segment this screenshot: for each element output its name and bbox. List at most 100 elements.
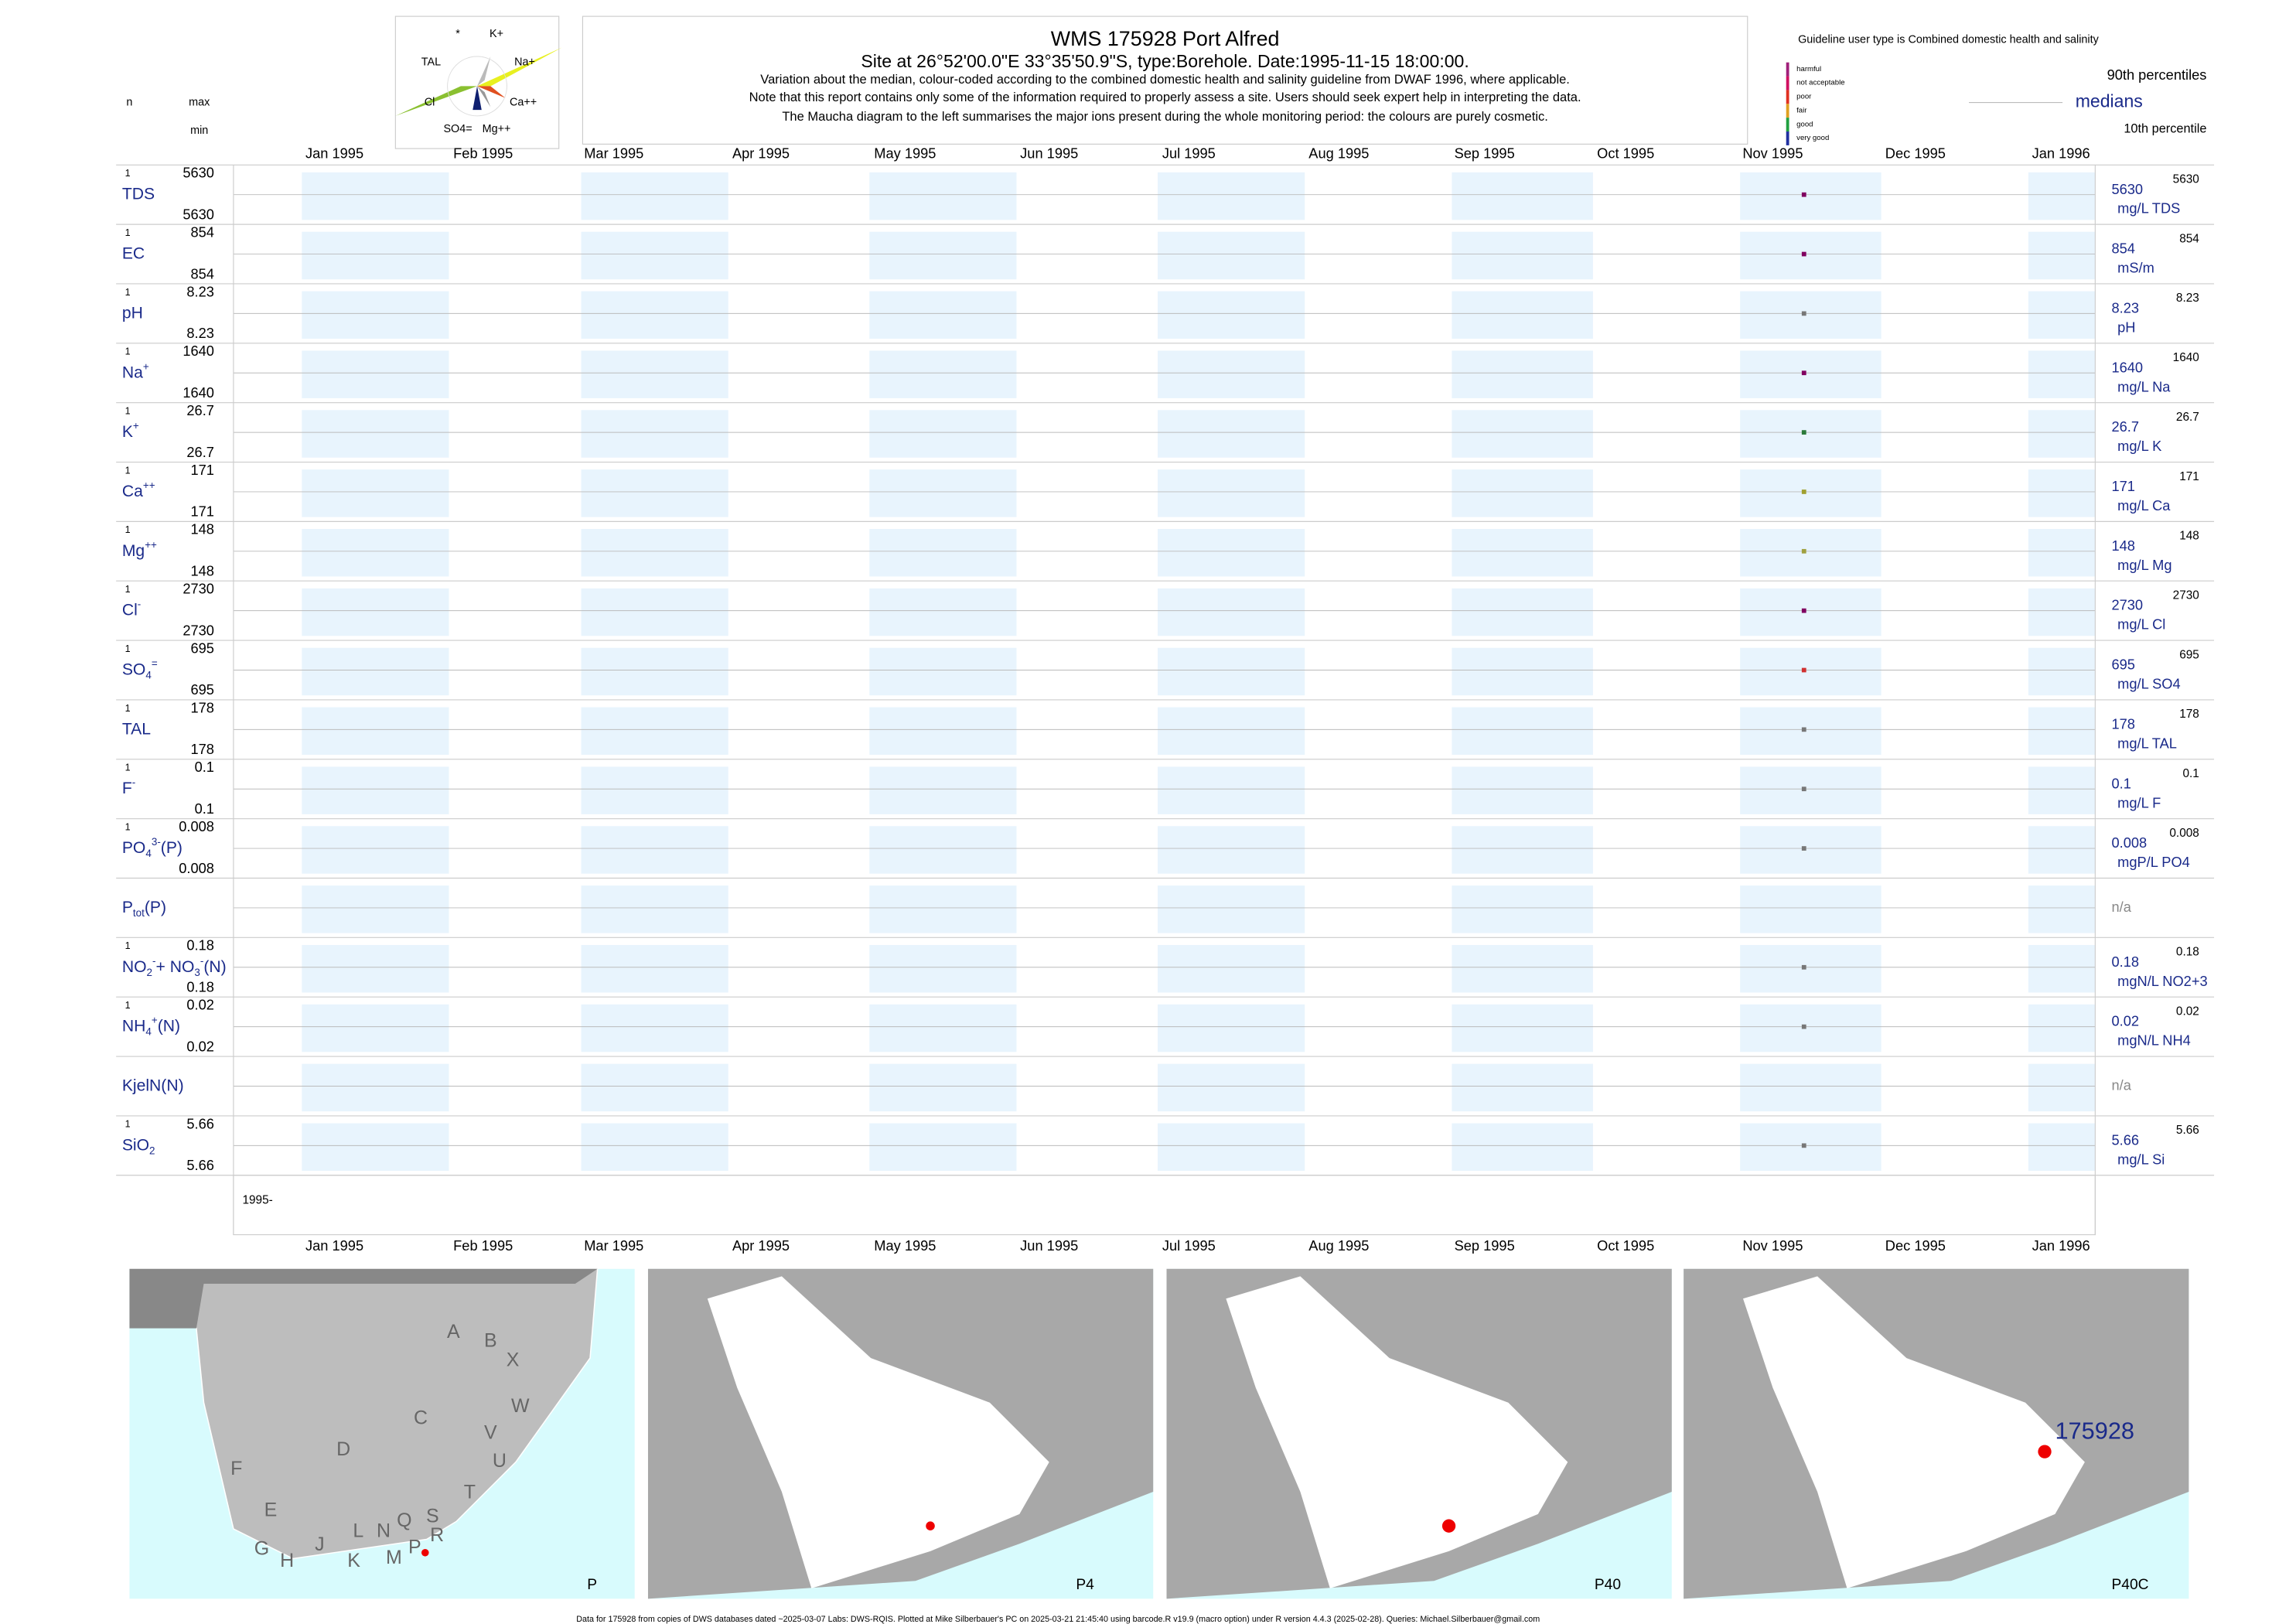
min-value: 1640 bbox=[183, 384, 214, 401]
n-value: 1 bbox=[125, 346, 131, 357]
month-label: May 1995 bbox=[874, 145, 936, 162]
month-band bbox=[1157, 707, 1305, 756]
max-value: 8.23 bbox=[186, 283, 214, 299]
month-band bbox=[2028, 528, 2096, 577]
parameter-name: PO43-(P) bbox=[122, 836, 183, 859]
month-band bbox=[2028, 766, 2096, 814]
sample-point bbox=[1801, 251, 1806, 257]
parameter-name-part: - bbox=[138, 599, 141, 610]
parameter-name-part: + bbox=[133, 420, 139, 432]
title-box bbox=[582, 15, 1748, 145]
p90-value: 695 bbox=[2179, 648, 2199, 661]
parameter-name-part: Mg bbox=[122, 541, 145, 559]
parameter-name: EC bbox=[122, 244, 145, 262]
month-band bbox=[302, 766, 449, 814]
month-band bbox=[302, 350, 449, 398]
p90-value: 5.66 bbox=[2176, 1124, 2199, 1137]
parameter-name-part: SO bbox=[122, 660, 146, 678]
parameter-name-part: (N) bbox=[158, 1017, 180, 1035]
month-label: Jan 1996 bbox=[2032, 145, 2090, 162]
median-value: 0.02 bbox=[2111, 1013, 2139, 1029]
catchment bbox=[1226, 1276, 1568, 1588]
year-label: 1995- bbox=[242, 1193, 272, 1206]
month-band bbox=[869, 826, 1017, 874]
unit: mg/L SO4 bbox=[2117, 676, 2180, 692]
median-value: 2730 bbox=[2111, 597, 2143, 613]
parameter-name: K+ bbox=[122, 420, 139, 441]
unit: mgN/L NH4 bbox=[2117, 1032, 2191, 1049]
month-band bbox=[1157, 410, 1305, 458]
month-band bbox=[869, 944, 1017, 993]
month-band bbox=[1740, 350, 1881, 398]
maucha-label: Na+ bbox=[514, 56, 535, 68]
parameter-name-part: 3 bbox=[194, 967, 200, 978]
month-band bbox=[1740, 707, 1881, 756]
median-value: 1640 bbox=[2111, 359, 2143, 375]
month-label: Feb 1995 bbox=[453, 145, 513, 162]
month-label: Mar 1995 bbox=[584, 145, 643, 162]
min-value: 5630 bbox=[183, 206, 214, 222]
median-value: 854 bbox=[2111, 241, 2134, 257]
month-band bbox=[1157, 766, 1305, 814]
maucha-circle bbox=[447, 56, 507, 117]
site-marker bbox=[421, 1548, 429, 1557]
month-band bbox=[581, 1004, 728, 1053]
parameter-name-part: F bbox=[122, 780, 132, 797]
guideline-level: harmful bbox=[1796, 65, 1821, 73]
month-band bbox=[869, 172, 1017, 220]
month-band bbox=[2028, 172, 2096, 220]
n-value: 1 bbox=[125, 703, 131, 714]
parameter-name-part: + bbox=[143, 360, 149, 372]
month-band bbox=[1157, 885, 1305, 933]
month-band bbox=[2028, 350, 2096, 398]
maucha-label: K+ bbox=[490, 28, 503, 40]
month-band bbox=[2028, 647, 2096, 696]
maucha-label: Mg++ bbox=[483, 123, 511, 135]
month-band bbox=[2028, 885, 2096, 933]
month-band bbox=[302, 469, 449, 517]
region-letter: A bbox=[447, 1321, 460, 1343]
month-band bbox=[581, 1123, 728, 1171]
max-value: 0.1 bbox=[195, 759, 214, 775]
region-letter: G bbox=[254, 1538, 269, 1560]
month-band bbox=[1452, 588, 1593, 636]
site-marker bbox=[1441, 1519, 1456, 1533]
month-band bbox=[1452, 766, 1593, 814]
month-label: Jan 1995 bbox=[305, 1237, 363, 1254]
max-value: 0.18 bbox=[186, 937, 214, 954]
month-band bbox=[581, 528, 728, 577]
footer: Data for 175928 from copies of DWS datab… bbox=[576, 1615, 1540, 1624]
month-band bbox=[1740, 885, 1881, 933]
min-value: 148 bbox=[190, 563, 213, 579]
month-band bbox=[2028, 1004, 2096, 1053]
map-label: P40C bbox=[2111, 1577, 2148, 1593]
unit: mg/L F bbox=[2117, 794, 2161, 810]
month-band bbox=[1740, 1063, 1881, 1112]
sample-point bbox=[1801, 846, 1806, 851]
parameter-name-part: TDS bbox=[122, 185, 155, 203]
unit: mg/L TDS bbox=[2117, 200, 2180, 217]
n-value: 1 bbox=[125, 406, 131, 417]
month-label: Oct 1995 bbox=[1597, 1237, 1654, 1254]
min-value: 0.008 bbox=[179, 860, 214, 876]
median-value: 171 bbox=[2111, 478, 2134, 494]
month-band bbox=[1740, 944, 1881, 993]
guideline-level: not acceptable bbox=[1796, 79, 1844, 87]
maucha-so4 bbox=[473, 86, 482, 111]
unit: mgP/L PO4 bbox=[2117, 854, 2190, 870]
parameter-name: NO2-+ NO3-(N) bbox=[122, 955, 227, 978]
median-value: 0.18 bbox=[2111, 954, 2139, 970]
month-band bbox=[2028, 231, 2096, 280]
month-band bbox=[869, 291, 1017, 339]
parameter-name-part: 4 bbox=[145, 670, 152, 681]
guideline-level: very good bbox=[1796, 134, 1829, 142]
guideline-swatch bbox=[1786, 118, 1789, 132]
maucha-label: SO4= bbox=[443, 123, 472, 135]
month-band bbox=[581, 588, 728, 636]
month-label: Feb 1995 bbox=[453, 1237, 513, 1254]
not-available: n/a bbox=[2111, 1076, 2131, 1093]
month-band bbox=[1740, 1004, 1881, 1053]
parameter-name: TAL bbox=[122, 720, 151, 738]
